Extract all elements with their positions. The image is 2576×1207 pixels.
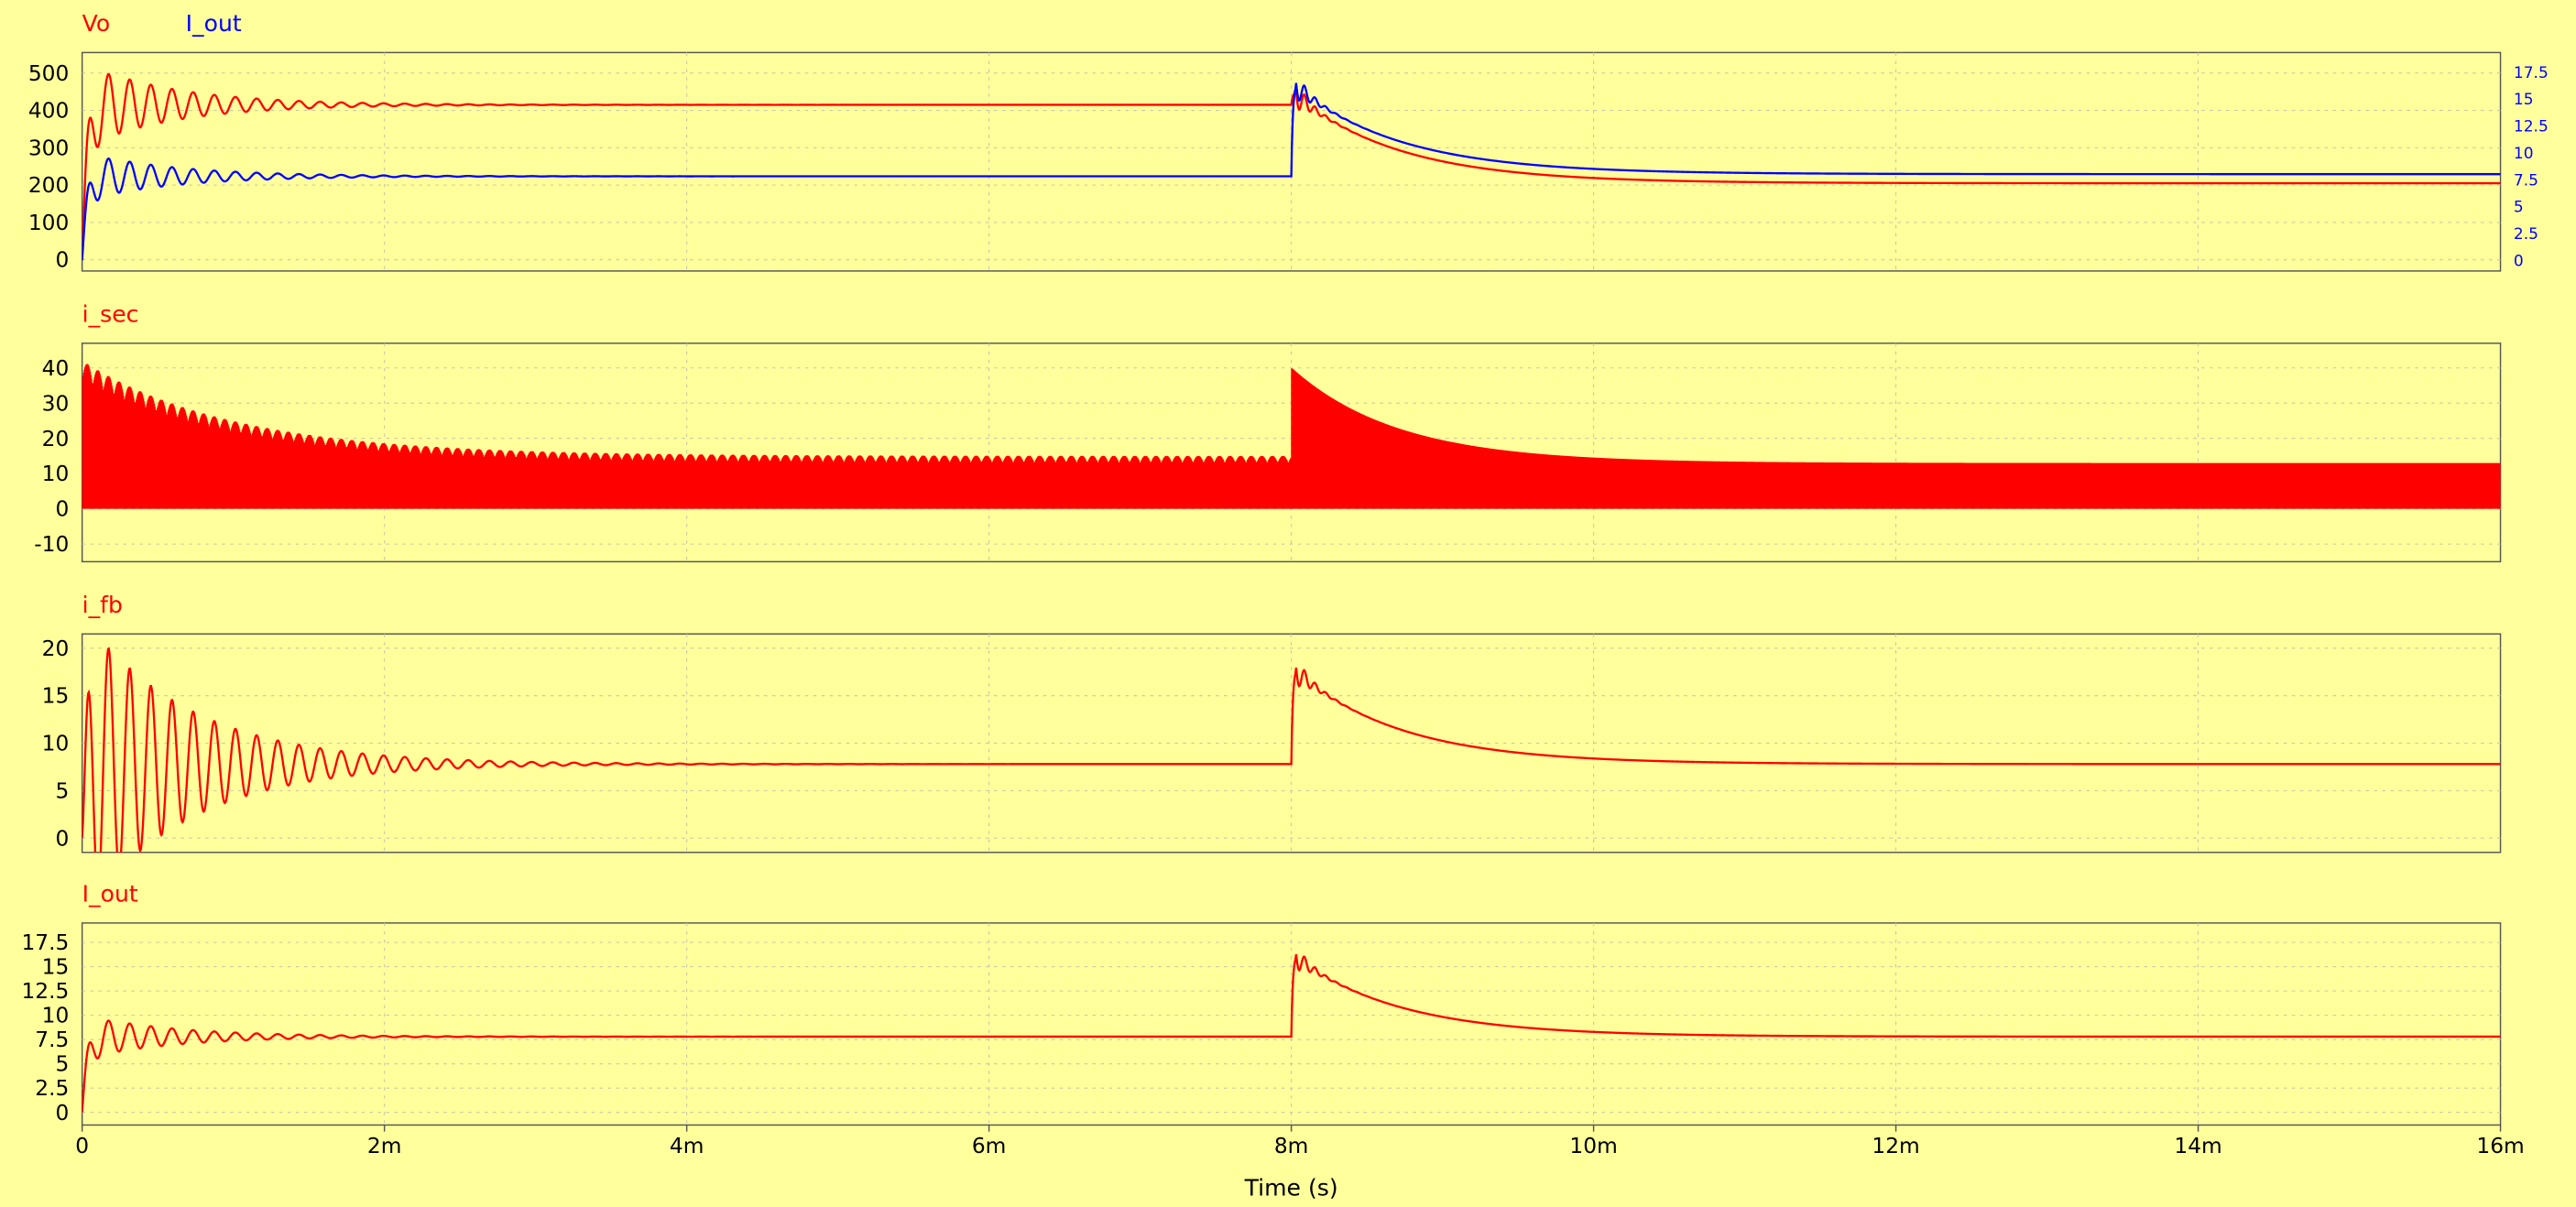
y-tick-label: 20 (42, 427, 70, 451)
x-tick-label: 12m (1872, 1134, 1919, 1158)
x-axis-title: Time (s) (1244, 1175, 1338, 1202)
y2-tick-label: 10 (2514, 145, 2534, 163)
y-tick-label: 100 (28, 211, 69, 235)
series-line-vo (82, 72, 2501, 260)
y-tick-label: 7.5 (35, 1028, 69, 1052)
y-tick-label: 10 (42, 462, 70, 486)
y-tick-label: -10 (34, 532, 69, 557)
y2-tick-label: 2.5 (2514, 225, 2538, 244)
series-label-i-out: I_out (82, 881, 138, 908)
x-tick-label: 2m (367, 1134, 402, 1158)
series-line-i-sec (82, 364, 2501, 509)
x-tick-label: 6m (972, 1134, 1007, 1158)
y-tick-label: 400 (28, 99, 69, 124)
panel-vo-iout: 0 100 200 300 400 500 0 2.5 5 7.5 10 12.5 15 17.5 Vo I_… (28, 10, 2549, 273)
y2-tick-label: 5 (2514, 199, 2524, 217)
y-tick-label: 2.5 (35, 1076, 69, 1101)
y-tick-label: 15 (42, 955, 70, 980)
series-label-vo: Vo (82, 10, 111, 37)
y-tick-label: 5 (55, 1052, 69, 1077)
y-tick-label: 500 (28, 61, 69, 86)
y2-tick-label: 15 (2514, 91, 2534, 109)
y-tick-label: 300 (28, 136, 69, 160)
panel-i-fb: 0 5 10 15 20 i_fb (42, 592, 2502, 854)
x-tick-label: 4m (670, 1134, 704, 1158)
y2-tick-label: 17.5 (2514, 64, 2549, 82)
y-tick-label: 0 (55, 1101, 69, 1125)
y-tick-label: 5 (55, 778, 69, 803)
y2-tick-label: 7.5 (2514, 171, 2538, 190)
y-tick-label: 12.5 (21, 979, 69, 1004)
y-tick-label: 0 (55, 826, 69, 851)
x-tick-label: 8m (1274, 1134, 1309, 1158)
y2-tick-label: 12.5 (2514, 118, 2549, 136)
x-tick-label: 0 (75, 1134, 89, 1158)
y-tick-label: 10 (42, 732, 70, 756)
x-tick-label: 14m (2174, 1134, 2221, 1158)
y-tick-label: 20 (42, 636, 70, 661)
y-tick-label: 15 (42, 684, 70, 709)
x-tick-label: 16m (2476, 1134, 2524, 1158)
y-tick-label: 40 (42, 356, 70, 381)
series-label-i-out: I_out (186, 10, 242, 37)
series-line-i-fb (82, 647, 2501, 853)
y-tick-label: 0 (55, 497, 69, 522)
series-label-i-sec: i_sec (82, 301, 139, 328)
y-tick-label: 10 (42, 1004, 70, 1028)
y-tick-label: 200 (28, 173, 69, 198)
y-tick-label: 17.5 (21, 930, 69, 955)
x-tick-label: 10m (1569, 1134, 1617, 1158)
series-line-i-out (82, 954, 2501, 1113)
series-line-i-out (82, 82, 2501, 261)
y2-tick-label: 0 (2514, 252, 2524, 270)
y-tick-label: 30 (42, 391, 70, 416)
y-tick-label: 0 (55, 248, 69, 273)
panel-i-sec: -10 0 10 20 30 40 i_sec (34, 301, 2502, 563)
series-label-i-fb: i_fb (82, 592, 123, 618)
